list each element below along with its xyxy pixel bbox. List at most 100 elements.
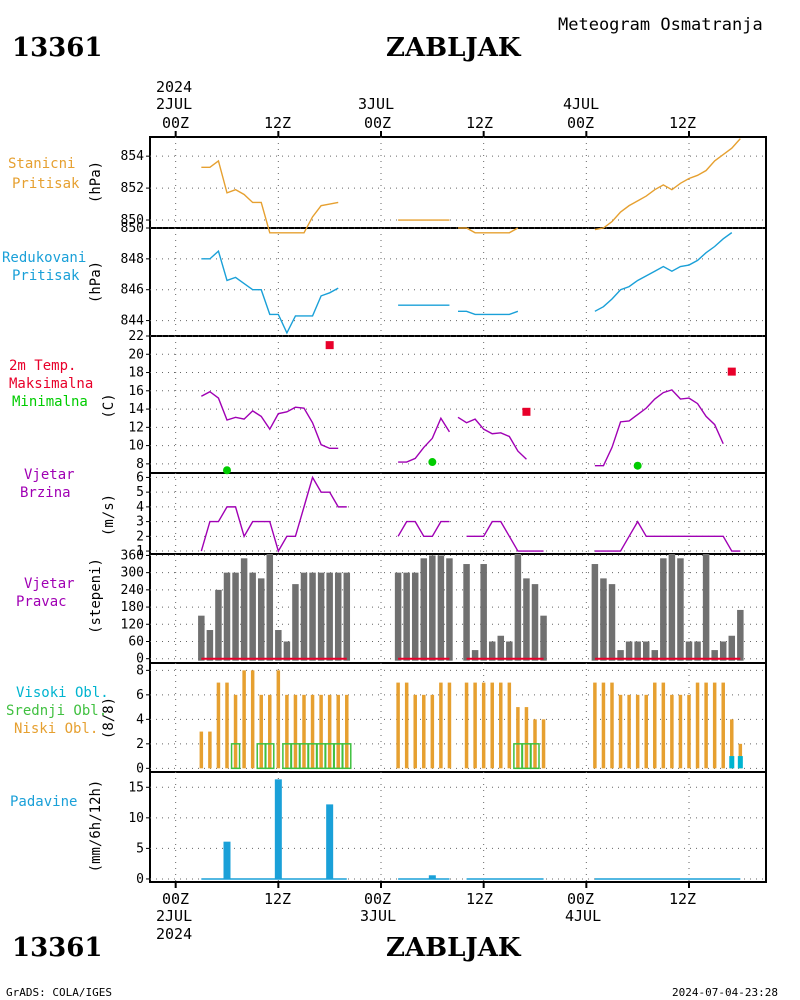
bottom-axis-day2-00z: 00Z: [364, 890, 391, 908]
low-cloud-bar: [276, 670, 281, 769]
unit-celsius: (C): [101, 393, 117, 418]
wind-direction-bar: [326, 572, 333, 661]
y-tick-label-station_pressure: 854: [121, 149, 145, 164]
precip-bar: [223, 841, 231, 879]
y-tick-label-reduced_pressure: 848: [121, 252, 144, 267]
wind-direction-bar: [240, 558, 248, 661]
low-cloud-bar: [430, 694, 435, 769]
wind-direction-bar: [625, 641, 633, 661]
y-tick-label-clouds: 2: [136, 737, 144, 752]
y-tick-label-clouds: 6: [136, 688, 144, 703]
low-cloud-bar: [327, 694, 332, 769]
mid-cloud-bar: [530, 743, 540, 770]
bottom-axis-day3-00z: 00Z: [567, 890, 594, 908]
wind-speed-line-segment-0: [200, 475, 347, 553]
top-axis-day1: 2JUL: [156, 95, 192, 113]
wind-direction-bar: [266, 554, 274, 661]
wind-direction-bar: [540, 615, 547, 661]
low-cloud-bar: [507, 682, 512, 769]
y-tick-label-precip: 10: [128, 811, 144, 826]
wind-direction-bar: [711, 650, 718, 661]
low-cloud-bar: [439, 682, 443, 769]
y-tick-label-temperature: 22: [128, 329, 144, 344]
panel-labels: Stanicni Pritisak Redukovani Pritisak 2m…: [2, 156, 109, 810]
low-cloud-bar: [233, 694, 238, 769]
low-cloud-bar: [259, 694, 263, 769]
temp-min-marker: [428, 458, 437, 467]
y-tick-label-wind_direction: 60: [128, 634, 144, 649]
y-tick-label-wind_speed: 1: [136, 544, 144, 559]
top-axis-year: 2024: [156, 78, 192, 96]
low-cloud-bar: [208, 731, 212, 769]
wind-direction-label: Vjetar: [24, 576, 75, 592]
top-axis-day1-12z: 12Z: [264, 114, 291, 132]
y-tick-label-clouds: 0: [136, 761, 144, 776]
temperature-line-segment-1: [398, 416, 451, 463]
temperature-line-segment-3: [594, 389, 724, 467]
low-cloud-bar: [618, 694, 623, 769]
low-cloud-bar: [404, 682, 409, 769]
wind-direction-bar: [257, 578, 265, 661]
temp-max-marker: [325, 341, 334, 350]
precip-bar: [428, 875, 436, 879]
wind-direction-label-2: Pravac: [16, 594, 67, 610]
wind-direction-bar: [463, 564, 470, 661]
wind-direction-bar: [685, 641, 693, 661]
low-cloud-bar: [730, 719, 734, 769]
low-cloud-bar: [473, 682, 477, 769]
y-tick-label-wind_direction: 0: [136, 652, 144, 667]
wind-speed-label-2: Brzina: [20, 485, 71, 501]
low-cloud-bar: [319, 694, 323, 769]
y-tick-label-precip: 15: [128, 780, 144, 795]
low-cloud-bar: [610, 682, 614, 769]
y-tick-label-station_pressure: 850: [121, 213, 144, 228]
unit-hpa-2: (hPa): [88, 261, 104, 303]
reduced-pressure-label: Redukovani: [2, 250, 86, 266]
y-tick-label-clouds: 4: [136, 712, 144, 727]
wind-direction-bar: [334, 572, 342, 661]
credit-text: GrADS: COLA/IGES: [6, 986, 112, 999]
unit-precip: (mm/6h/12h): [88, 780, 104, 873]
y-tick-label-precip: 0: [136, 872, 144, 887]
wind-direction-bar: [694, 641, 701, 661]
low-cloud-bar: [670, 694, 674, 769]
low-cloud-bar: [721, 682, 725, 769]
wind-direction-bar: [660, 558, 667, 661]
unit-degrees: (stepeni): [88, 558, 104, 634]
low-cloud-bar: [447, 682, 452, 769]
wind-direction-bar: [523, 578, 530, 661]
low-cloud-bar: [216, 682, 221, 769]
low-cloud-bar: [661, 682, 666, 769]
low-cloud-bar: [293, 694, 298, 769]
low-cloud-bar: [345, 694, 349, 769]
station-pressure-label-2: Pritisak: [12, 176, 80, 192]
wind-direction-bar: [309, 572, 316, 661]
station-name-top: ZABLJAK: [386, 33, 522, 63]
unit-hpa-1: (hPa): [88, 161, 104, 203]
low-cloud-bar: [627, 694, 631, 769]
station-pressure-label: Stanicni: [8, 156, 75, 172]
wind-direction-bar: [591, 564, 599, 661]
temp-label: 2m Temp.: [9, 358, 76, 374]
top-time-axis: 2024 2JUL 00Z 12Z 3JUL 00Z 12Z 4JUL 00Z …: [156, 78, 696, 132]
bottom-axis-day2-12z: 12Z: [466, 890, 493, 908]
y-tick-label-wind_direction: 120: [121, 617, 144, 632]
station-pressure-line-segment-0: [201, 159, 339, 234]
panel-frame-temperature: [149, 335, 767, 474]
mid-cloud-bar: [342, 743, 352, 770]
temp-max-marker: [727, 367, 736, 376]
wind-direction-bar: [206, 630, 214, 661]
temp-max-label: Maksimalna: [9, 376, 93, 392]
low-cloud-bar: [481, 682, 486, 769]
station-pressure-line-segment-3: [594, 138, 741, 231]
wind-speed-line-segment-2: [466, 520, 544, 552]
y-tick-label-wind_direction: 240: [121, 583, 144, 598]
temp-min-marker: [223, 466, 231, 475]
top-axis-day2-00z: 00Z: [364, 114, 391, 132]
temp-min-marker: [633, 461, 642, 470]
low-cloud-bar: [225, 682, 229, 769]
top-axis-day3-12z: 12Z: [669, 114, 696, 132]
y-tick-label-wind_direction: 360: [121, 548, 144, 563]
high-cloud-bar: [737, 756, 743, 769]
